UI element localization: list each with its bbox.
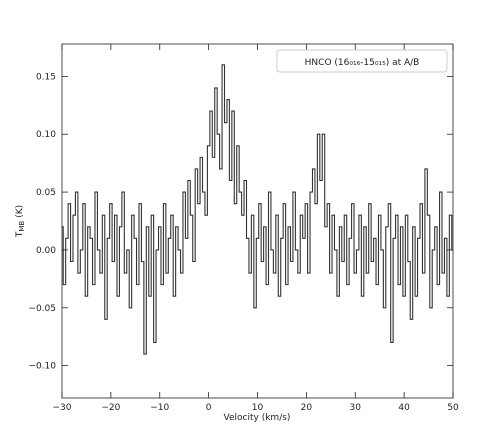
y-tick-label: 0.15 <box>36 72 56 82</box>
x-tick-label: 0 <box>206 403 212 413</box>
y-label-main: T <box>15 231 25 238</box>
x-tick-label: −10 <box>150 403 169 413</box>
x-tick-label: 40 <box>398 403 410 413</box>
x-tick-label: 10 <box>252 403 264 413</box>
spectrum-line <box>62 64 453 355</box>
y-label-sub: MB <box>18 221 26 232</box>
legend-label: HNCO (16₀₁₆-15₀₁₅) at A/B <box>305 58 420 68</box>
x-tick-label: −30 <box>53 403 72 413</box>
x-axis-label: Velocity (km/s) <box>224 413 291 423</box>
y-axis-label: TMB (K) <box>15 205 26 238</box>
legend-box <box>276 49 448 73</box>
y-tick-label: 0.05 <box>36 188 56 198</box>
x-tick-label: 20 <box>301 403 313 413</box>
y-label-unit: (K) <box>15 205 25 218</box>
x-tick-label: 30 <box>350 403 362 413</box>
y-tick-label: 0.10 <box>36 130 56 140</box>
x-tick-label: −20 <box>101 403 120 413</box>
y-tick-label: −0.10 <box>28 362 56 372</box>
y-tick-label: 0.00 <box>36 246 56 256</box>
plot-frame <box>61 43 454 399</box>
y-tick-label: −0.05 <box>28 304 56 314</box>
x-tick-label: 50 <box>447 403 459 413</box>
